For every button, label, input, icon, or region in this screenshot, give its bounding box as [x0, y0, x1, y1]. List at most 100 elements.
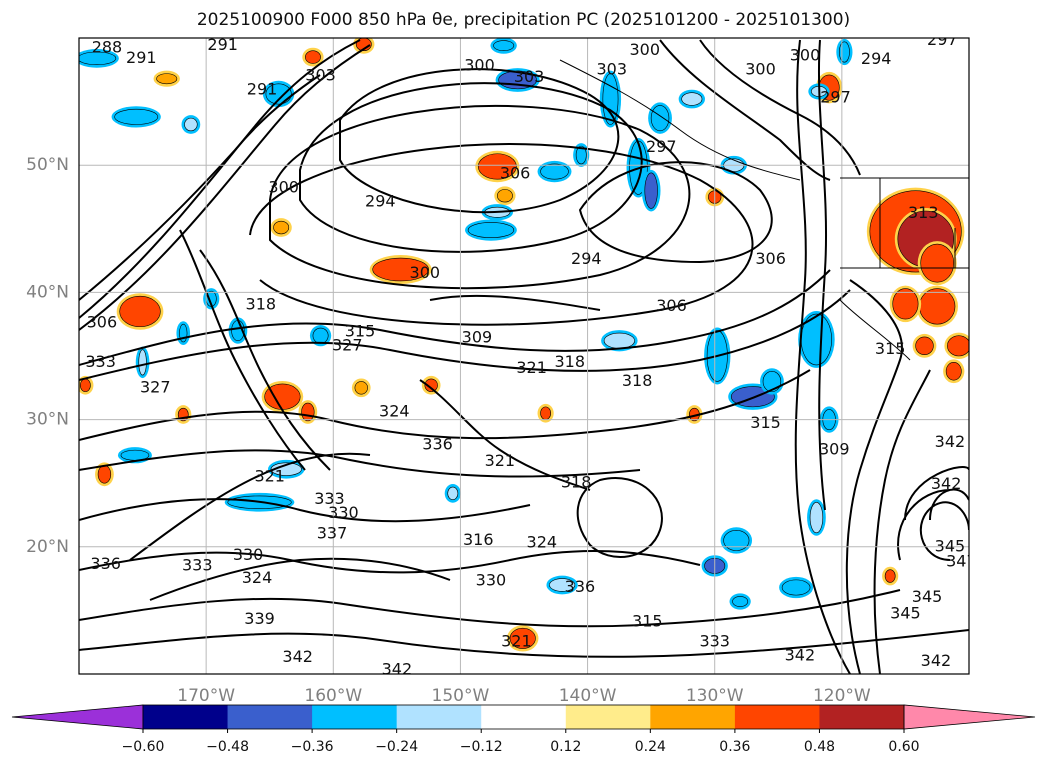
contour-line: [659, 39, 831, 181]
contour-label: 342: [921, 651, 952, 670]
contour-label: 318: [554, 352, 585, 371]
contour-label: 333: [699, 632, 730, 651]
contour-label: 324: [242, 568, 273, 587]
contour-label: 318: [561, 473, 592, 492]
precip-patch: [809, 501, 824, 534]
precip-patch: [602, 73, 619, 125]
lat-tick-label: 30°N: [26, 410, 69, 430]
colorbar-bin: [143, 705, 229, 729]
contour-label: 294: [365, 192, 396, 211]
contour-label: 306: [500, 164, 531, 183]
precip-patch: [467, 222, 515, 239]
precip-patch: [265, 83, 292, 105]
contour-line: [249, 143, 754, 326]
contour-label: 333: [182, 555, 213, 574]
precip-patch: [650, 105, 670, 132]
contour-line: [79, 549, 701, 574]
contour-line: [79, 589, 901, 628]
precip-patch: [575, 145, 587, 165]
precip-patch: [644, 172, 658, 209]
contour-line: [429, 294, 601, 311]
contour-label: 342: [931, 474, 962, 493]
contour-label: 324: [527, 532, 558, 551]
contour-line: [699, 39, 861, 176]
precip-patch: [603, 332, 635, 349]
contour-label: 327: [332, 335, 363, 354]
lat-tick-label: 50°N: [26, 155, 69, 175]
lat-tick-label: 40°N: [26, 282, 69, 302]
lon-tick-label: 140°W: [559, 686, 617, 706]
colorbar-tick-label: 0.36: [719, 739, 750, 755]
precip-patch: [762, 370, 782, 392]
colorbar-tick-label: −0.12: [460, 739, 503, 755]
contour-line: [845, 279, 903, 674]
colorbar: −0.60 −0.48 −0.36 −0.24 −0.12 0.12 0.24 0.36 0.4…: [11, 704, 1036, 755]
longitude-labels: 170°W 160°W 150°W 140°W 130°W 120°W: [177, 686, 871, 706]
coastlines: [559, 59, 969, 361]
contour-label: 342: [282, 647, 313, 666]
precip-patch: [372, 257, 429, 282]
precip-patch: [915, 336, 934, 356]
contour-line: [79, 44, 371, 331]
contour-label: 337: [317, 524, 348, 543]
contour-label: 315: [875, 339, 906, 358]
colorbar-bin: [650, 705, 736, 729]
contour-label: 336: [565, 577, 596, 596]
contour-label: 347: [946, 552, 977, 571]
precip-patch: [884, 569, 896, 583]
contour-label: 303: [305, 66, 336, 85]
contour-label: 321: [516, 358, 547, 377]
map-title: 2025100900 F000 850 hPa θe, precipitatio…: [196, 10, 851, 30]
contour-label: 327: [140, 377, 171, 396]
contour-label: 303: [596, 59, 627, 78]
precip-patch: [79, 378, 91, 392]
contour-label: 313: [908, 203, 939, 222]
precip-patch: [273, 220, 290, 235]
colorbar-tick-label: 0.60: [888, 739, 919, 755]
contour-label: 297: [927, 30, 958, 49]
precip-patch: [305, 50, 321, 64]
colorbar-tick-label: −0.24: [375, 739, 418, 755]
contour-label: 300: [268, 178, 299, 197]
contour-label: 336: [90, 554, 121, 573]
lon-tick-label: 150°W: [432, 686, 490, 706]
colorbar-tick-label: 0.24: [635, 739, 666, 755]
precip-patch: [477, 153, 517, 180]
lat-tick-label: 20°N: [26, 537, 69, 557]
precip-patch: [79, 51, 117, 66]
contour-label: 300: [630, 40, 661, 59]
contour-label: 342: [785, 646, 816, 665]
contour-label: 318: [246, 295, 277, 314]
contour-line: [129, 452, 371, 561]
contour-line: [794, 39, 851, 674]
precip-patch: [892, 288, 919, 320]
lon-tick-label: 130°W: [686, 686, 744, 706]
precip-patch: [312, 327, 329, 344]
colorbar-bin: [312, 705, 398, 729]
contour-label: 291: [126, 48, 157, 67]
contour-line: [179, 229, 306, 471]
contour-label: 336: [422, 435, 453, 454]
precip-patch: [184, 117, 198, 132]
colorbar-tick-label: −0.48: [206, 739, 249, 755]
contour-line: [79, 629, 969, 658]
contour-line: [578, 161, 773, 264]
map-frame: [78, 37, 970, 675]
precip-patch: [301, 402, 315, 422]
colorbar-bin: [481, 705, 567, 729]
contour-line: [79, 74, 321, 301]
colorbar-frame: [142, 704, 905, 730]
contour-line: [299, 82, 643, 253]
precip-patch: [549, 578, 576, 592]
latitude-labels: 50°N 40°N 30°N 20°N: [26, 155, 69, 557]
precip-patch: [919, 288, 956, 325]
precip-patch: [947, 335, 969, 357]
contour-label: 306: [87, 312, 118, 331]
contour-line: [817, 39, 828, 511]
precip-patch: [156, 73, 178, 85]
contour-line: [79, 269, 831, 366]
contour-label: 315: [632, 611, 663, 630]
lon-tick-label: 160°W: [304, 686, 362, 706]
